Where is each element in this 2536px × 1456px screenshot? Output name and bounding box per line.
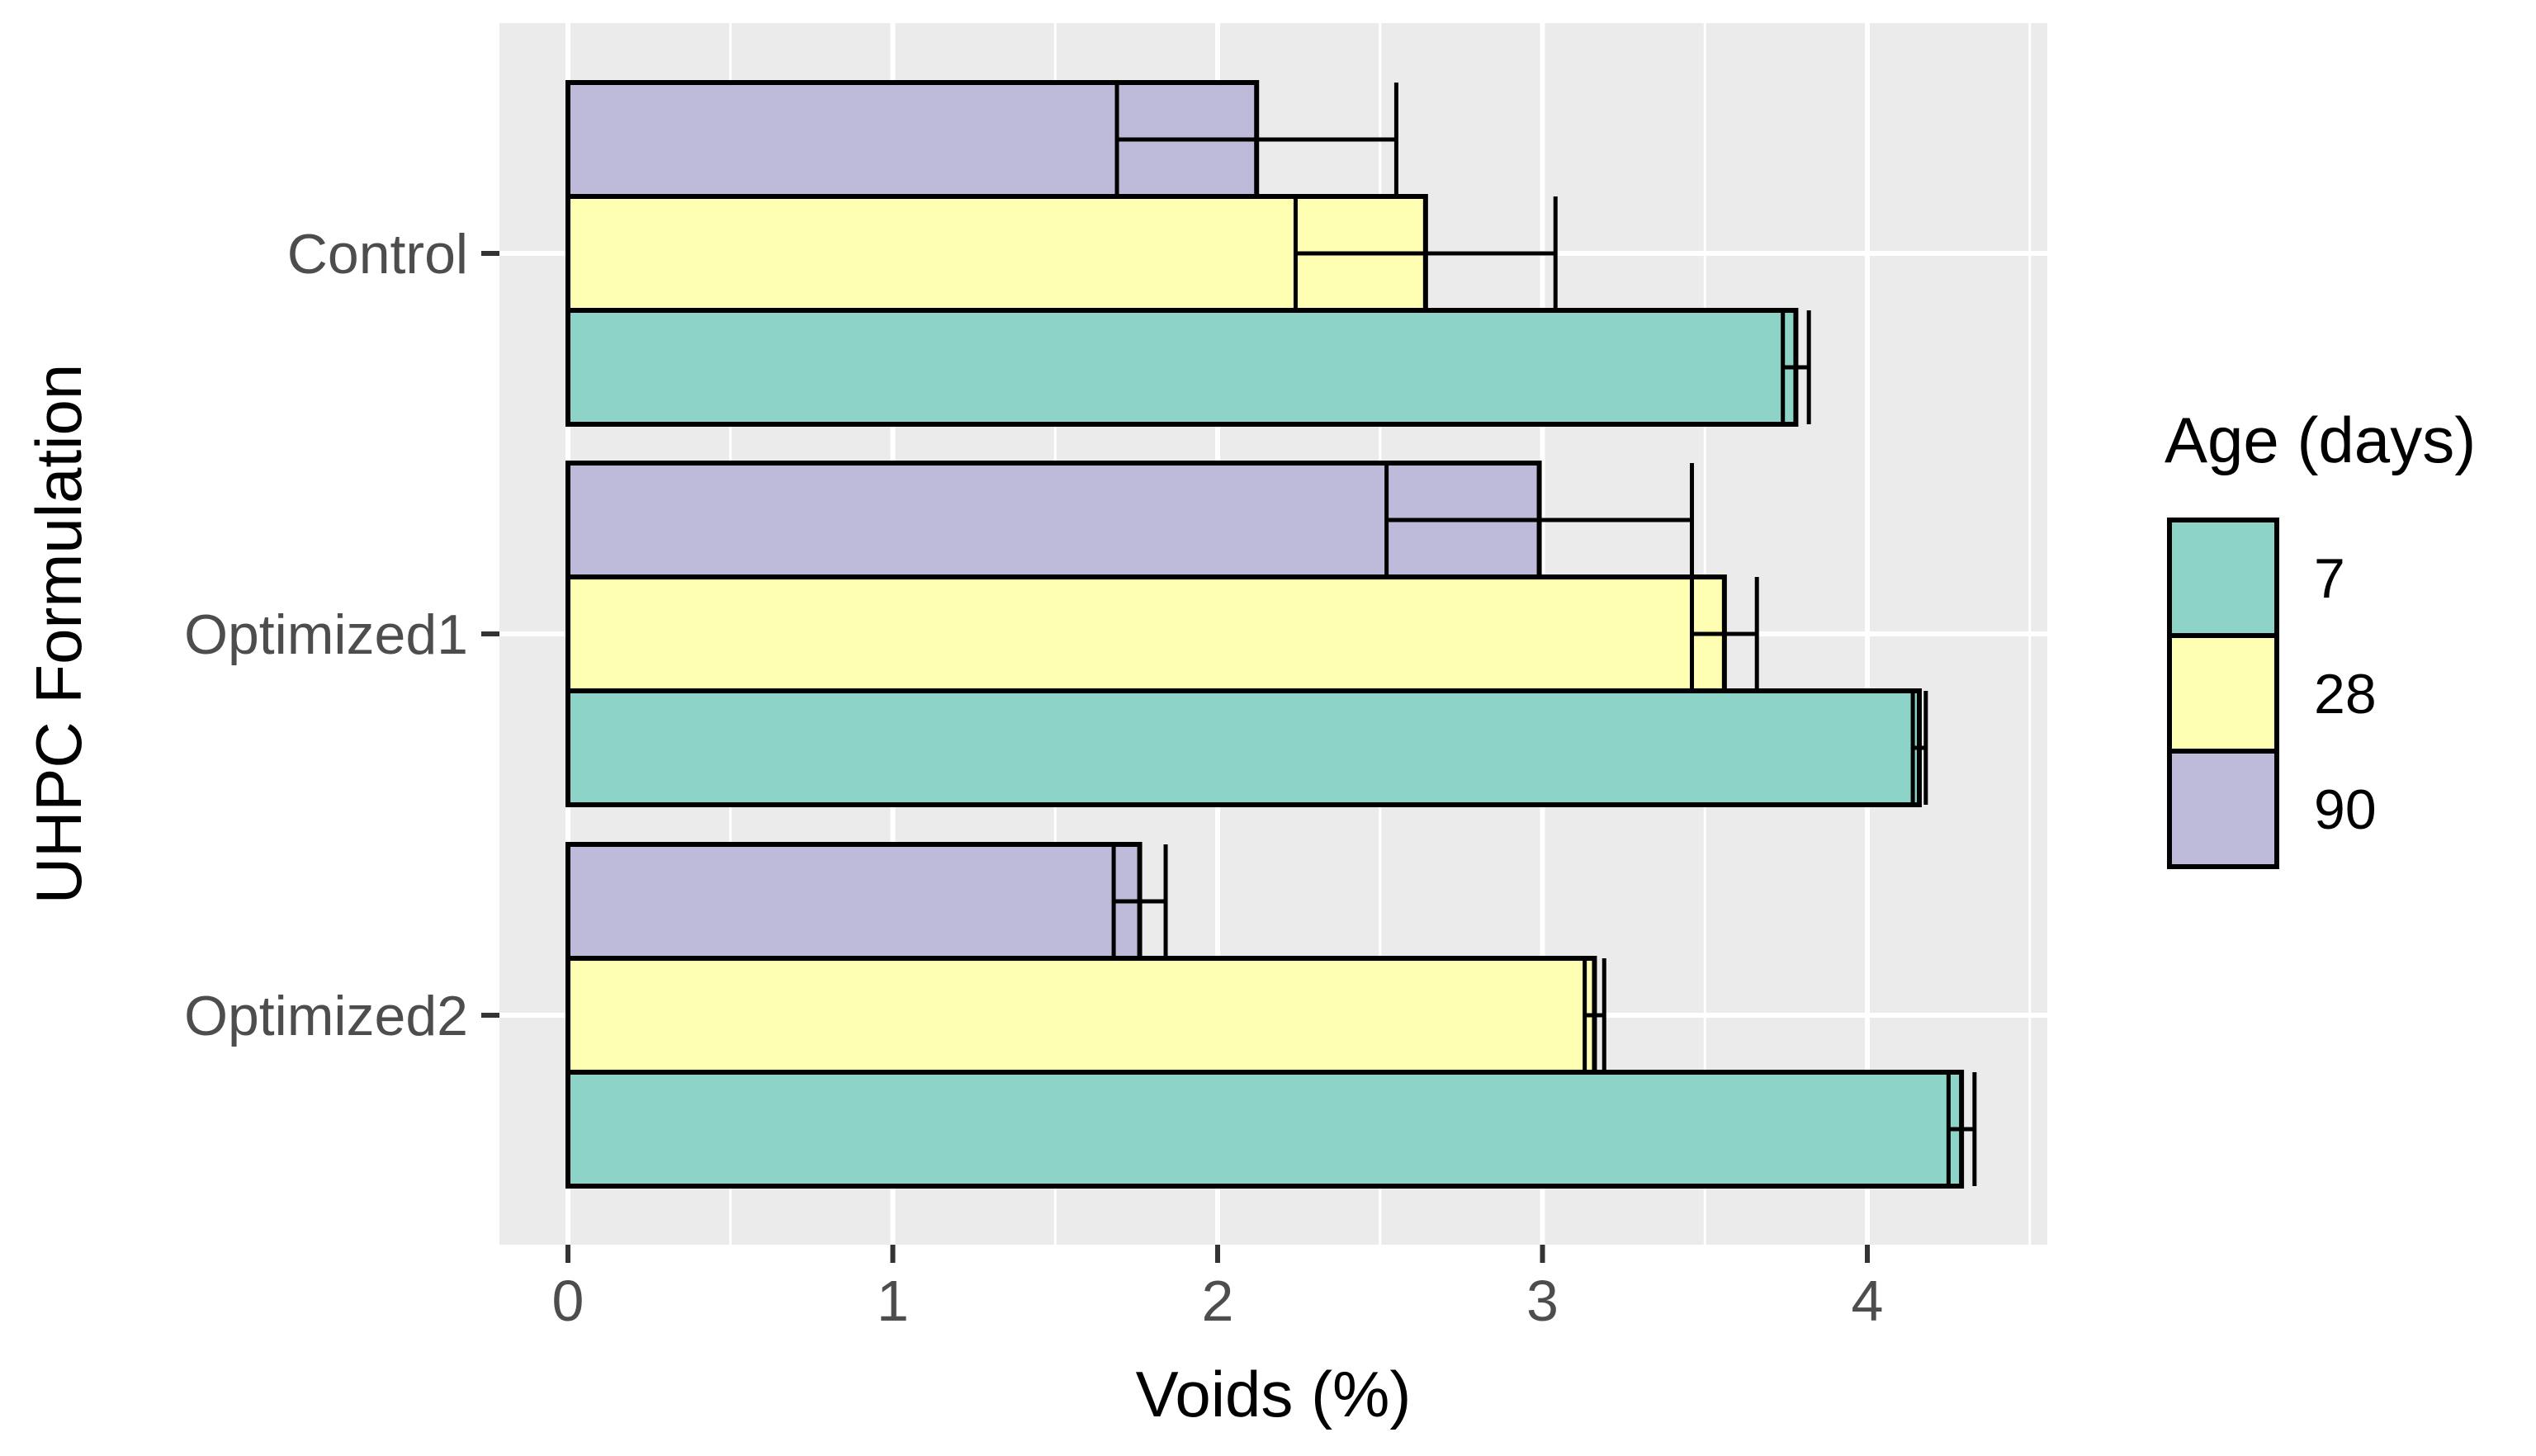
bar-optimized1-28d (565, 574, 1727, 693)
legend-label-7: 7 (2314, 547, 2345, 610)
x-tick-label: 2 (1202, 1269, 1234, 1333)
bar-optimized1-7d (565, 688, 1922, 807)
legend-key-7 (2167, 518, 2279, 638)
x-axis-title: Voids (%) (1136, 1358, 1412, 1430)
x-tick-label: 0 (552, 1269, 584, 1333)
x-axis: 0 1 2 3 4 (552, 1245, 1884, 1333)
legend-key-28 (2167, 633, 2279, 754)
bar-optimized2-28d (565, 956, 1597, 1075)
legend-key-90 (2167, 749, 2279, 869)
bar-optimized1-90d (565, 461, 1542, 579)
y-axis: Control Optimized1 Optimized2 (184, 223, 499, 1047)
bar-optimized2-90d (565, 842, 1143, 961)
y-tick-label: Control (287, 223, 468, 286)
errorbars-layer (1111, 83, 1977, 1186)
bar-optimized2-7d (565, 1070, 1965, 1189)
legend-label-28: 28 (2314, 663, 2377, 726)
legend-label-90: 90 (2314, 778, 2377, 841)
bars-layer (565, 80, 1965, 1189)
legend: Age (days) 7 28 90 (2165, 404, 2476, 869)
y-axis-title: UHPC Formulation (22, 364, 95, 905)
x-tick-label: 3 (1526, 1269, 1559, 1333)
y-tick-label: Optimized1 (184, 603, 468, 666)
bar-control-28d (565, 194, 1428, 313)
bar-control-7d (565, 308, 1799, 427)
legend-title: Age (days) (2165, 404, 2476, 476)
x-tick-label: 1 (877, 1269, 909, 1333)
x-tick-label: 4 (1852, 1269, 1884, 1333)
y-tick-label: Optimized2 (184, 985, 468, 1047)
